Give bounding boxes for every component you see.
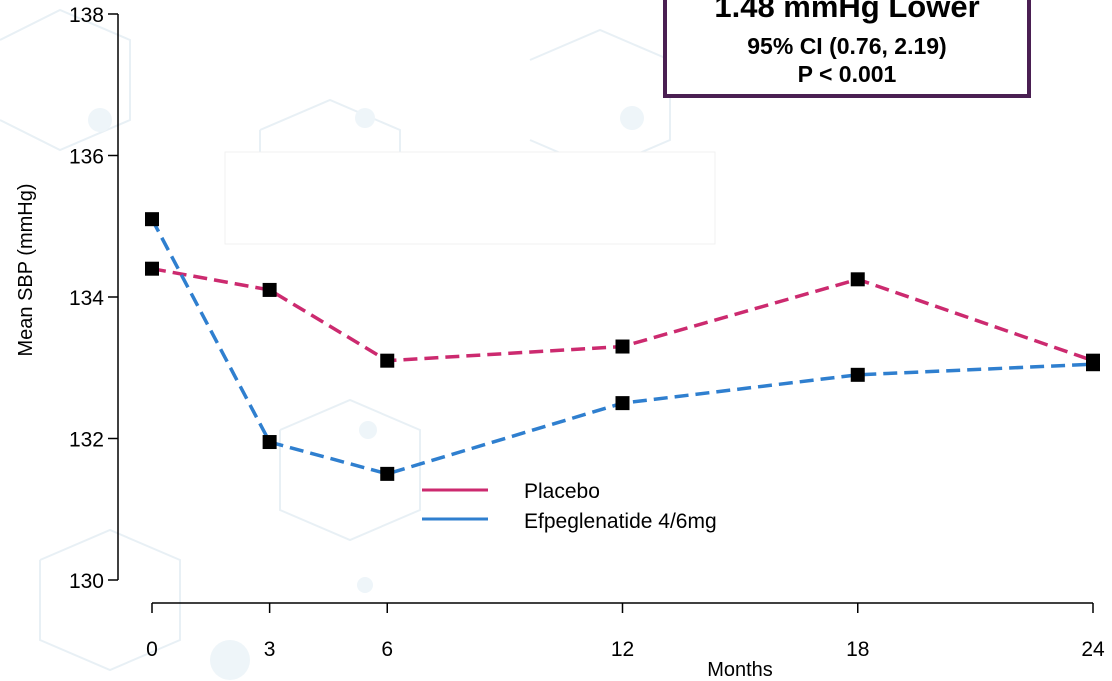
data-point-placebo <box>615 339 630 354</box>
stat-headline: 1.48 mmHg Lower <box>714 0 980 24</box>
x-axis-title: Months <box>707 659 773 681</box>
y-tick-label: 136 <box>69 146 104 169</box>
data-point-efpeglenatide <box>380 466 395 481</box>
legend-label-efpeglenatide: Efpeglenatide 4/6mg <box>524 510 717 533</box>
x-tick-label: 3 <box>264 638 276 661</box>
data-point-efpeglenatide <box>615 396 630 411</box>
data-point-placebo <box>850 272 865 287</box>
x-tick-label: 0 <box>146 638 158 661</box>
data-point-efpeglenatide <box>145 212 159 227</box>
stat-p-value: P < 0.001 <box>797 61 897 87</box>
data-point-placebo <box>145 261 159 276</box>
series-group <box>145 212 1100 481</box>
x-axis-ticks: 0 3 6 12 18 24 <box>146 603 1105 661</box>
y-tick-label: 132 <box>69 429 104 452</box>
legend: Placebo Efpeglenatide 4/6mg <box>422 480 717 533</box>
y-tick-label: 130 <box>69 570 104 593</box>
data-point-efpeglenatide <box>262 435 277 450</box>
series-line-efpeglenatide <box>150 218 1094 476</box>
y-tick-label: 134 <box>69 287 104 310</box>
x-tick-label: 18 <box>846 638 869 661</box>
x-tick-label: 6 <box>381 638 393 661</box>
data-point-placebo <box>262 282 277 297</box>
y-axis-ticks: 130 132 134 136 138 <box>69 4 118 593</box>
series-line-placebo <box>151 266 1094 363</box>
statistics-box: 1.48 mmHg Lower 95% CI (0.76, 2.19) P < … <box>663 0 1031 98</box>
data-point-placebo <box>380 353 395 368</box>
stat-confidence-interval: 95% CI (0.76, 2.19) <box>747 33 947 59</box>
y-axis-title: Mean SBP (mmHg) <box>15 183 37 356</box>
data-point-efpeglenatide <box>850 367 865 382</box>
x-tick-label: 24 <box>1081 638 1105 661</box>
legend-label-placebo: Placebo <box>524 480 600 503</box>
y-tick-label: 138 <box>69 4 104 27</box>
data-point-efpeglenatide <box>1086 357 1100 372</box>
x-tick-label: 12 <box>611 638 634 661</box>
